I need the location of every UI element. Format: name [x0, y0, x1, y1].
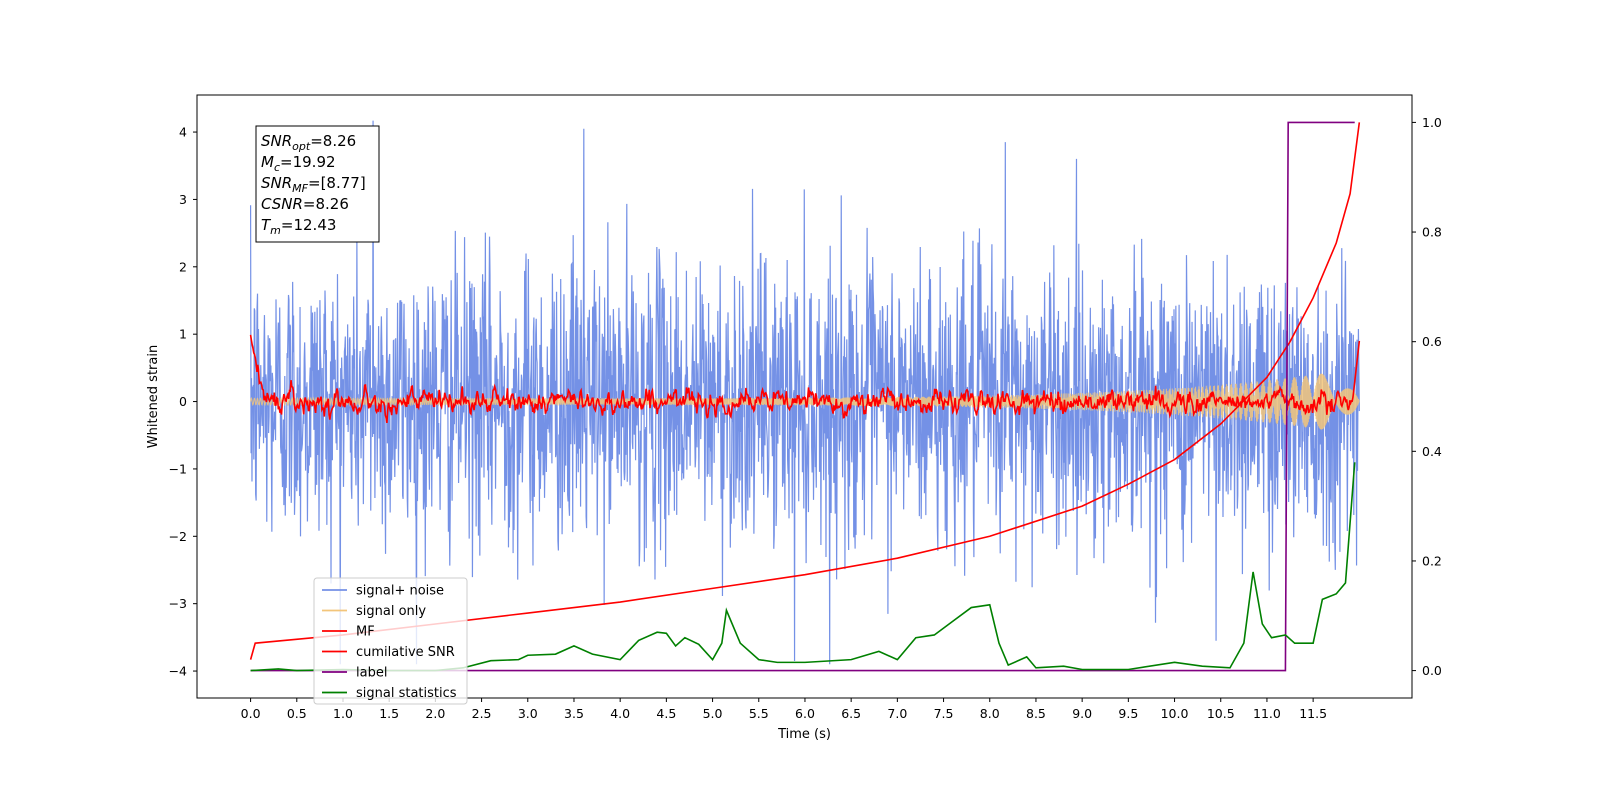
y-tick-label: −2 [169, 529, 187, 544]
y-tick-label: 3 [179, 192, 187, 207]
y-tick-label: −4 [169, 664, 187, 679]
x-tick-label: 7.0 [887, 706, 907, 721]
legend: signal+ noise signal only MF cumilative SNR… [313, 577, 468, 705]
x-tick-label: 7.5 [934, 706, 954, 721]
y-axis-label: Whitened strain [146, 345, 161, 448]
x-tick-label: 5.5 [749, 706, 769, 721]
x-tick-label: 9.0 [1072, 706, 1092, 721]
y2-tick-label: 1.0 [1422, 115, 1442, 130]
x-tick-label: 11.5 [1299, 706, 1327, 721]
series-mf-line [249, 334, 1361, 424]
annotation-line: Tm=12.43 [261, 216, 336, 237]
legend-label: signal+ noise [356, 584, 444, 599]
y-tick-label: 2 [179, 259, 187, 274]
legend-label: signal statistics [356, 686, 457, 701]
y-tick-label: −1 [169, 461, 187, 476]
x-tick-label: 11.0 [1253, 706, 1281, 721]
x-tick-label: 2.5 [472, 706, 492, 721]
series-signal-statistics-line [250, 462, 1356, 672]
parameter-annotation-box: SNRopt=8.26Mc=19.92SNRMF=[8.77]CSNR=8.26… [255, 125, 380, 243]
y2-tick-label: 0.4 [1422, 444, 1442, 459]
x-tick-label: 5.0 [703, 706, 723, 721]
y-tick-label: 4 [179, 125, 187, 140]
y2-tick-label: 0.6 [1422, 334, 1442, 349]
x-tick-label: 6.5 [841, 706, 861, 721]
x-tick-label: 4.0 [610, 706, 630, 721]
y-tick-label: 0 [179, 394, 187, 409]
series-label-line [250, 121, 1355, 672]
x-tick-label: 3.5 [564, 706, 584, 721]
legend-label: MF [356, 625, 375, 640]
annotation-line: SNRMF=[8.77] [261, 174, 366, 195]
x-tick-label: 4.5 [656, 706, 676, 721]
y2-tick-label: 0.8 [1422, 225, 1442, 240]
y-tick-label: 1 [179, 327, 187, 342]
annotation-frame [255, 125, 380, 243]
x-tick-label: 8.5 [1026, 706, 1046, 721]
x-tick-label: 0.0 [241, 706, 261, 721]
y-tick-label: −3 [169, 596, 187, 611]
legend-label: cumilative SNR [356, 645, 455, 660]
legend-frame [313, 577, 468, 705]
annotation-line: SNRopt=8.26 [261, 132, 356, 153]
x-tick-label: 0.5 [287, 706, 307, 721]
y2-tick-label: 0.0 [1422, 663, 1442, 678]
x-tick-label: 9.5 [1118, 706, 1138, 721]
axes: 0.0 0.5 1.0 1.5 2.0 2.5 3.0 3.5 4.0 4.5 5.0 5.5 6.0 6… [169, 94, 1442, 721]
legend-label: signal only [356, 604, 426, 619]
x-tick-label: 10.5 [1207, 706, 1235, 721]
annotation-line: Mc=19.92 [261, 153, 336, 174]
x-tick-label: 8.0 [980, 706, 1000, 721]
x-tick-label: 1.0 [333, 706, 353, 721]
annotation-line: CSNR=8.26 [261, 195, 349, 213]
x-tick-label: 6.0 [795, 706, 815, 721]
legend-label: label [356, 666, 387, 681]
series-signal-noise-line [249, 120, 1360, 665]
x-tick-label: 2.0 [425, 706, 445, 721]
y2-tick-label: 0.2 [1422, 553, 1442, 568]
x-tick-label: 10.0 [1161, 706, 1189, 721]
x-axis-label: Time (s) [777, 727, 831, 742]
x-tick-label: 1.5 [379, 706, 399, 721]
x-tick-label: 3.0 [518, 706, 538, 721]
